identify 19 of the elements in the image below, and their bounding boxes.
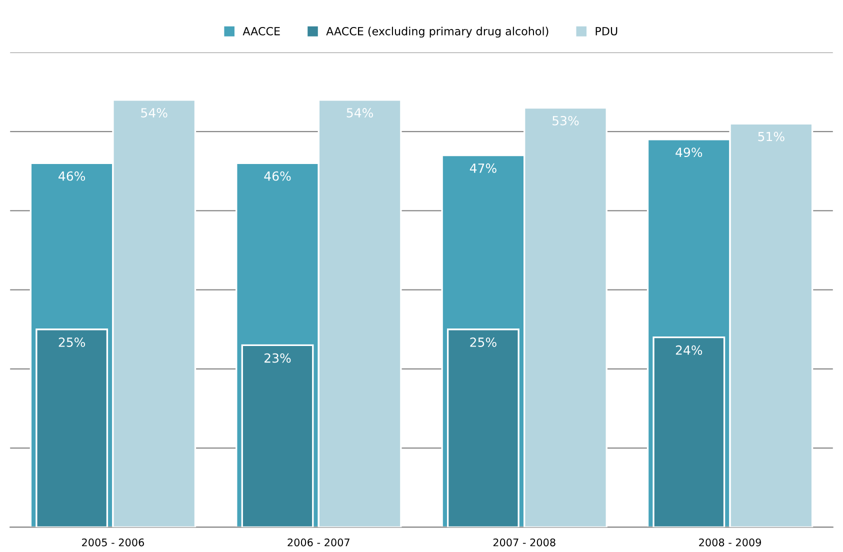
x-tick-label: 2006 - 2007 — [288, 538, 350, 546]
x-tick-label: 2007 - 2008 — [493, 538, 556, 546]
data-label: 24% — [676, 345, 702, 355]
data-label: 46% — [58, 171, 86, 181]
legend-label: AACCE — [242, 26, 280, 36]
data-label: 53% — [552, 116, 579, 126]
data-label: 49% — [676, 148, 702, 158]
x-tick-label: 2008 - 2009 — [699, 538, 762, 546]
data-label: 46% — [264, 171, 291, 181]
data-label: 25% — [58, 337, 86, 347]
legend-label: AACCE (excluding primary drug alcohol) — [326, 26, 548, 38]
legend-label: PDU — [596, 27, 618, 36]
data-label: 47% — [470, 163, 496, 173]
data-label: 51% — [758, 132, 784, 142]
data-label: 54% — [346, 108, 373, 118]
data-label: 54% — [141, 108, 168, 118]
data-label: 25% — [470, 337, 496, 347]
data-label: 23% — [264, 353, 291, 363]
x-tick-label: 2005 - 2006 — [82, 538, 144, 546]
